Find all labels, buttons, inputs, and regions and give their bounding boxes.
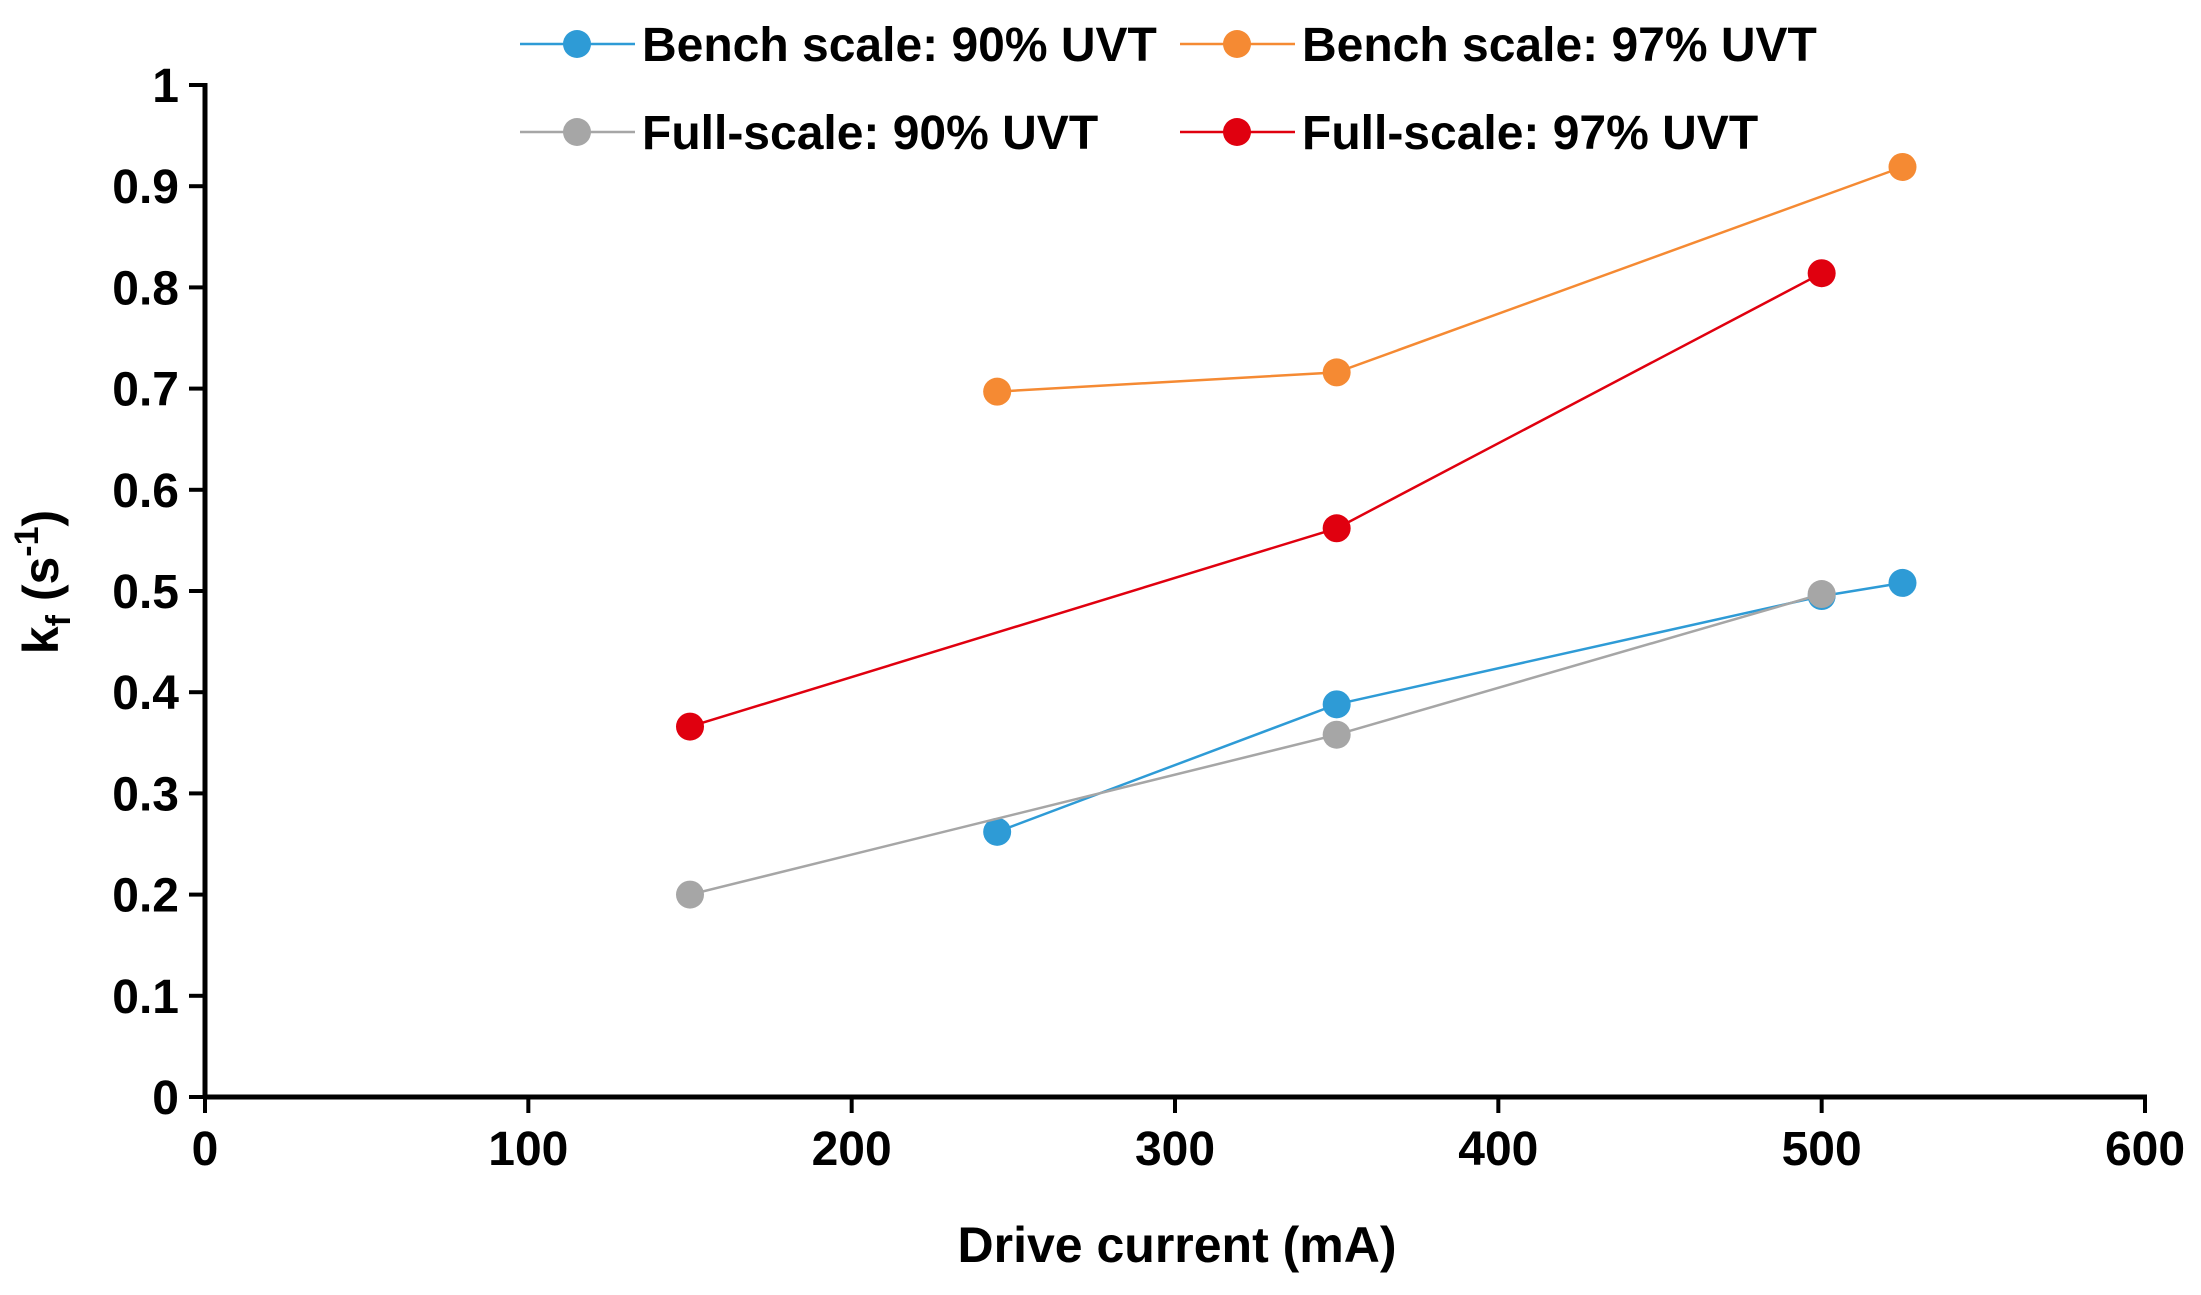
- series-2: [983, 152, 1917, 406]
- data-point: [1807, 259, 1836, 288]
- legend-marker-swatch: [1223, 30, 1251, 58]
- data-point: [1888, 568, 1917, 597]
- x-tick-label: 0: [192, 1123, 219, 1176]
- legend-item: Bench scale: 97% UVT: [1180, 19, 1817, 72]
- x-tick-label: 600: [2105, 1123, 2185, 1176]
- series-3: [676, 580, 1836, 909]
- y-axis-title-subscript: f: [40, 614, 78, 626]
- y-tick-label: 0.5: [112, 566, 179, 619]
- legend-marker-swatch: [563, 118, 591, 146]
- legend-item: Full-scale: 97% UVT: [1180, 107, 1758, 160]
- x-tick-label: 200: [812, 1123, 892, 1176]
- legend-label: Full-scale: 90% UVT: [642, 107, 1098, 160]
- axes-layer: 0 0.1 0.2 0.3 0.4 0.5 0.6 0.7 0.8 0.9 1 0 100 200 300 4…: [112, 60, 2185, 1176]
- y-axis-title-main: k: [13, 626, 69, 654]
- y-axis-title: kf (s-1): [8, 510, 78, 654]
- y-axis-title-superscript: -1: [8, 526, 46, 556]
- x-axis-title: Drive current (mA): [958, 1217, 1397, 1273]
- y-tick-label: 0.8: [112, 262, 179, 315]
- x-tick-label: 100: [488, 1123, 568, 1176]
- legend-label: Full-scale: 97% UVT: [1302, 107, 1758, 160]
- y-tick-label: 0.2: [112, 870, 179, 923]
- legend-item: Full-scale: 90% UVT: [520, 107, 1098, 160]
- y-tick-label: 0.9: [112, 161, 179, 214]
- data-point: [1322, 720, 1351, 749]
- data-point: [1322, 514, 1351, 543]
- y-tick-label: 1: [152, 60, 179, 113]
- legend-marker-swatch: [563, 30, 591, 58]
- y-tick-label: 0.7: [112, 364, 179, 417]
- series-1: [983, 568, 1917, 846]
- y-axis-title-unit: (s: [13, 557, 69, 615]
- series-layer: [676, 152, 1917, 909]
- data-point: [1888, 152, 1917, 181]
- y-tick-label: 0.1: [112, 971, 179, 1024]
- series-line: [997, 165, 1903, 393]
- x-tick-label: 500: [1782, 1123, 1862, 1176]
- legend: Bench scale: 90% UVT Bench scale: 97% UVT…: [520, 19, 1817, 160]
- data-point: [676, 712, 704, 741]
- data-point: [1322, 358, 1351, 387]
- y-tick-label: 0.6: [112, 465, 179, 518]
- y-tick-label: 0.4: [112, 667, 179, 720]
- data-point: [983, 377, 1012, 406]
- series-line: [996, 581, 1903, 834]
- series-line: [689, 272, 1823, 728]
- legend-marker-swatch: [1223, 118, 1251, 146]
- data-point: [676, 880, 704, 909]
- y-tick-label: 0: [152, 1072, 179, 1125]
- x-tick-label: 300: [1135, 1123, 1215, 1176]
- data-point: [983, 817, 1012, 846]
- legend-item: Bench scale: 90% UVT: [520, 19, 1157, 72]
- series-line: [689, 592, 1823, 896]
- y-axis-title-unit-close: ): [13, 510, 69, 527]
- y-tick-label: 0.3: [112, 768, 179, 821]
- legend-label: Bench scale: 97% UVT: [1302, 19, 1817, 72]
- data-point: [1322, 690, 1351, 719]
- x-tick-label: 400: [1458, 1123, 1538, 1176]
- legend-label: Bench scale: 90% UVT: [642, 19, 1157, 72]
- series-4: [676, 259, 1836, 741]
- data-point: [1807, 580, 1836, 609]
